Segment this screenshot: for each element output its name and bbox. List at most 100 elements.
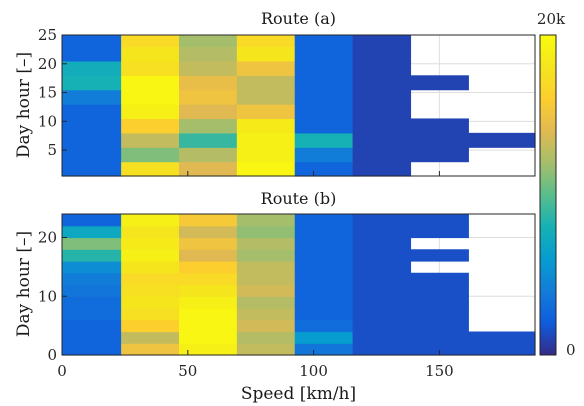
heatmap-cell [62, 147, 122, 163]
heatmap-cell [410, 284, 469, 297]
heatmap-cell [178, 161, 238, 177]
panel-title: Route (b) [261, 189, 337, 208]
heatmap-cell [62, 132, 122, 148]
heatmap-cell [352, 214, 412, 227]
heatmap-cell [236, 132, 296, 148]
heatmap-cell [352, 89, 412, 105]
heatmap-cell [121, 104, 180, 120]
heatmap-cell [352, 284, 412, 297]
heatmap-cell [178, 35, 238, 48]
heatmap-cell [352, 331, 412, 344]
y-tick-label: 25 [38, 26, 57, 44]
heatmap-cell [236, 237, 296, 250]
heatmap-cell [410, 132, 469, 148]
heatmap-cell [178, 249, 238, 262]
heatmap-cell [410, 225, 469, 239]
heatmap-cell [121, 89, 180, 105]
heatmap-cell [410, 249, 469, 262]
heatmap-cell [121, 225, 180, 239]
heatmap-cell [294, 118, 354, 134]
heatmap-cell [178, 104, 238, 120]
heatmap-cell [121, 343, 180, 356]
heatmap-cell [121, 261, 180, 274]
heatmap-cell [294, 225, 354, 239]
heatmap-cell [294, 35, 354, 48]
heatmap-cell [410, 343, 469, 356]
heatmap-cell [294, 89, 354, 105]
heatmap-cell [62, 272, 122, 286]
heatmap-cell [62, 249, 122, 262]
heatmap-cell [178, 331, 238, 344]
heatmap-cell [178, 261, 238, 274]
heatmap-cell [294, 104, 354, 120]
heatmap-cell [62, 46, 122, 62]
colorbar-max-label: 20k [537, 10, 566, 28]
colorbar-gradient [539, 34, 557, 356]
heatmap-cell [352, 261, 412, 274]
heatmap-cell [410, 75, 469, 91]
heatmap-cell [62, 319, 122, 333]
heatmap-cell [352, 237, 412, 250]
colorbar-min-label: 0 [566, 341, 576, 359]
heatmap-cell [178, 46, 238, 62]
y-axis-label: Day hour [–] [14, 52, 34, 158]
heatmap-cell [62, 284, 122, 297]
heatmap-cell [352, 272, 412, 286]
axes-frame [61, 213, 536, 356]
heatmap-cell [352, 46, 412, 62]
heatmap-cell [121, 249, 180, 262]
heatmap-cell [352, 118, 412, 134]
heatmap-cell [294, 132, 354, 148]
heatmap-cell [410, 272, 469, 286]
heatmap-cell [468, 132, 536, 148]
heatmap-cell [121, 331, 180, 344]
heatmap-cell [178, 147, 238, 163]
heatmap-cell [294, 308, 354, 321]
heatmap-cell [121, 132, 180, 148]
x-tick-label: 150 [425, 362, 454, 380]
heatmap-cell [236, 331, 296, 344]
heatmap-cell [236, 249, 296, 262]
heatmap-cell [294, 284, 354, 297]
y-tick-label: 10 [38, 287, 57, 305]
heatmap-cell [62, 75, 122, 91]
heatmap-cell [178, 284, 238, 297]
heatmap-cell [236, 343, 296, 356]
heatmap-cell [236, 272, 296, 286]
heatmap-cell [294, 319, 354, 333]
colorbar: 20k 0 [537, 10, 576, 359]
heatmap-cell [352, 308, 412, 321]
heatmap-cell [236, 284, 296, 297]
heatmap-cell [294, 75, 354, 91]
heatmap-cell [236, 104, 296, 120]
heatmap-cell [62, 261, 122, 274]
heatmap-cell [236, 35, 296, 48]
heatmap-cell [352, 296, 412, 309]
heatmap-cell [178, 132, 238, 148]
heatmap-cell [294, 272, 354, 286]
heatmap-cell [352, 60, 412, 76]
heatmap-cell [121, 319, 180, 333]
heatmap-cell [236, 147, 296, 163]
heatmap-cell [236, 261, 296, 274]
heatmap-cell [236, 225, 296, 239]
heatmap-cell [352, 147, 412, 163]
heatmap-cell [410, 147, 469, 163]
heatmap-cell [236, 46, 296, 62]
heatmap-cell [236, 296, 296, 309]
heatmap-cell [178, 60, 238, 76]
heatmap-cell [236, 319, 296, 333]
y-tick-label: 20 [38, 55, 57, 73]
heatmap-cell [294, 60, 354, 76]
x-tick-label: 100 [299, 362, 328, 380]
heatmap-cell [410, 308, 469, 321]
heatmap-cell [236, 161, 296, 177]
y-tick-label: 5 [47, 141, 57, 159]
heatmap-cell [294, 343, 354, 356]
heatmap-cell [294, 296, 354, 309]
heatmap-cell [236, 308, 296, 321]
heatmap-cell [62, 35, 122, 48]
heatmap-cell [294, 214, 354, 227]
y-axis-label: Day hour [–] [14, 231, 34, 337]
heatmap-cell [410, 319, 469, 333]
